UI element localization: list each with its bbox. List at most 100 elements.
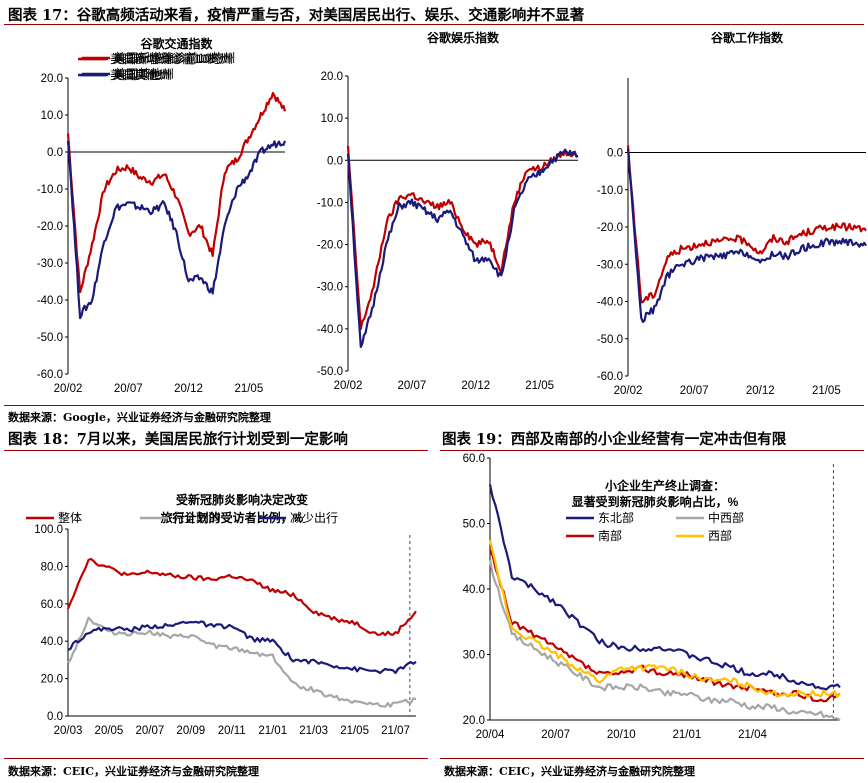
figure-19-top-rule	[440, 450, 864, 451]
y-tick-label: 60.0	[41, 599, 63, 611]
series-line	[488, 539, 841, 698]
legend-label: 中西部	[708, 510, 744, 525]
y-tick-label: -50.0	[37, 332, 63, 344]
legend-label: 美国新增确诊前10的州	[114, 50, 235, 65]
y-tick-label: 30.0	[463, 650, 485, 662]
y-tick-label: 0.0	[47, 147, 63, 159]
x-tick-label: 20/05	[95, 725, 124, 737]
legend-label: 美国新增确诊前10的州	[110, 51, 231, 66]
figure-17-top-rule	[4, 24, 864, 25]
chart-title: 小企业生产终止调查：	[605, 478, 725, 493]
y-tick-label: -30.0	[37, 258, 63, 270]
y-tick-label: 0.0	[47, 711, 63, 723]
y-tick-label: -40.0	[37, 295, 63, 307]
x-tick-label: 20/10	[607, 729, 636, 741]
figure-17-bottom-rule	[4, 405, 864, 406]
x-tick-label: 21/05	[525, 380, 554, 392]
y-tick-label: -20.0	[37, 221, 63, 233]
x-tick-label: 21/01	[672, 729, 701, 741]
figure-18-source: 数据来源：CEIC，兴业证券经济与金融研究院整理	[8, 765, 260, 778]
series-line	[488, 559, 841, 721]
legend-label: 减少出行	[290, 511, 338, 525]
series-line	[66, 140, 287, 320]
y-tick-label: -30.0	[317, 282, 343, 294]
x-tick-label: 20/02	[614, 385, 643, 397]
chart-workplace-index: 谷歌工作指数 0.0 -10.0 -20.0 -30.0 -40.0 -50.0 -60.0 2…	[78, 30, 867, 397]
y-tick-label: 80.0	[41, 561, 63, 573]
y-tick-label: -40.0	[597, 297, 623, 309]
x-tick-label: 21/05	[234, 383, 263, 395]
series-line	[626, 148, 867, 323]
x-tick-label: 20/09	[176, 725, 205, 737]
series-line	[66, 91, 287, 294]
y-tick-label: 100.0	[34, 524, 63, 536]
y-tick-label: -30.0	[597, 259, 623, 271]
y-tick-label: 10.0	[321, 113, 343, 125]
figure-18-title: 图表 18：7月以来，美国居民旅行计划受到一定影响	[8, 431, 348, 448]
y-tick-label: 50.0	[463, 519, 485, 531]
y-tick-label: -60.0	[37, 369, 63, 381]
x-tick-label: 21/05	[340, 725, 369, 737]
y-tick-label: -10.0	[597, 185, 623, 197]
y-tick-label: 40.0	[41, 636, 63, 648]
y-tick-label: 20.0	[463, 715, 485, 727]
x-tick-label: 20/02	[54, 383, 83, 395]
y-tick-label: 0.0	[607, 148, 623, 160]
x-tick-label: 20/12	[174, 383, 203, 395]
figure-17-source: 数据来源：Google，兴业证券经济与金融研究院整理	[8, 411, 271, 424]
y-tick-label: 0.0	[327, 155, 343, 167]
figure-19-source: 数据来源：CEIC，兴业证券经济与金融研究院整理	[444, 765, 696, 778]
y-tick-label: -40.0	[317, 324, 343, 336]
series-line	[346, 149, 579, 348]
series-line	[488, 484, 841, 691]
figure-19-bottom-rule	[440, 758, 864, 759]
chart-title: 谷歌工作指数	[711, 30, 784, 45]
y-tick-label: 10.0	[41, 110, 63, 122]
x-tick-label: 20/03	[54, 725, 83, 737]
x-tick-label: 21/01	[258, 725, 287, 737]
series-line	[626, 145, 867, 304]
legend-label: 美国新增确诊前10的州	[112, 51, 233, 66]
y-tick-label: 20.0	[321, 71, 343, 83]
x-tick-label: 20/04	[476, 729, 505, 741]
x-tick-label: 20/07	[135, 725, 164, 737]
series-line	[67, 620, 417, 675]
chart-title: 谷歌娱乐指数	[427, 30, 500, 45]
legend-label: 美国其他州	[112, 68, 172, 82]
legend-label: 西部	[708, 528, 732, 543]
x-tick-label: 21/05	[812, 385, 841, 397]
figure-19-title: 图表 19：西部及南部的小企业经营有一定冲击但有限	[442, 431, 787, 448]
y-tick-label: -10.0	[317, 197, 343, 209]
y-tick-label: 20.0	[41, 674, 63, 686]
y-tick-label: -10.0	[37, 184, 63, 196]
x-tick-label: 20/07	[397, 380, 426, 392]
legend-label: 完全取消	[172, 510, 220, 525]
legend-label: 南部	[598, 528, 622, 543]
chart-title: 受新冠肺炎影响决定改变	[176, 492, 308, 507]
legend-label: 美国其他州	[110, 68, 170, 82]
figure-18-top-rule	[4, 450, 428, 451]
series-line	[67, 616, 417, 708]
chart-subtitle: 旅行计划的受访者比例，%	[161, 510, 304, 525]
x-tick-label: 20/12	[461, 380, 490, 392]
x-tick-label: 21/03	[299, 725, 328, 737]
figure-18-bottom-rule	[4, 758, 428, 759]
x-tick-label: 20/07	[541, 729, 570, 741]
x-tick-label: 20/07	[680, 385, 709, 397]
y-tick-label: 20.0	[41, 73, 63, 85]
legend-label: 美国其他州	[114, 67, 174, 81]
y-tick-label: 40.0	[463, 584, 485, 596]
series-line	[346, 145, 579, 330]
y-tick-label: -50.0	[317, 366, 343, 378]
series-line	[66, 557, 417, 637]
chart-title: 谷歌交通指数	[140, 36, 213, 51]
y-tick-label: -50.0	[597, 334, 623, 346]
y-tick-label: -20.0	[597, 222, 623, 234]
x-tick-label: 21/04	[738, 729, 767, 741]
chart-small-business: 小企业生产终止调查：显著受到新冠肺炎影响占比，% 60.0 50.0 40.0 30.0…	[463, 453, 841, 741]
y-tick-label: -60.0	[597, 371, 623, 383]
legend-label: 整体	[58, 510, 82, 525]
legend-label: 东北部	[598, 510, 634, 525]
x-tick-label: 20/02	[334, 380, 363, 392]
